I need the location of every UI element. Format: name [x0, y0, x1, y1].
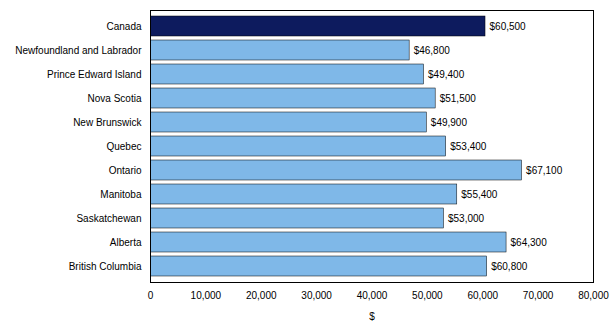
- svg-text:Quebec: Quebec: [106, 141, 141, 152]
- svg-text:$60,500: $60,500: [490, 21, 527, 32]
- svg-text:Ontario: Ontario: [109, 165, 142, 176]
- svg-text:$67,100: $67,100: [526, 165, 563, 176]
- svg-text:Prince Edward Island: Prince Edward Island: [47, 69, 142, 80]
- svg-text:$49,400: $49,400: [428, 69, 465, 80]
- svg-text:$46,800: $46,800: [414, 45, 451, 56]
- svg-text:$55,400: $55,400: [461, 189, 498, 200]
- svg-text:Manitoba: Manitoba: [100, 189, 142, 200]
- svg-text:10,000: 10,000: [191, 290, 222, 301]
- svg-text:Nova Scotia: Nova Scotia: [88, 93, 142, 104]
- svg-text:$53,400: $53,400: [450, 141, 487, 152]
- svg-text:$51,500: $51,500: [440, 93, 477, 104]
- svg-text:$49,900: $49,900: [431, 117, 468, 128]
- svg-text:Saskatchewan: Saskatchewan: [76, 213, 141, 224]
- svg-text:80,000: 80,000: [578, 290, 609, 301]
- svg-text:60,000: 60,000: [467, 290, 498, 301]
- svg-text:Canada: Canada: [106, 21, 141, 32]
- svg-text:20,000: 20,000: [246, 290, 277, 301]
- svg-text:British Columbia: British Columbia: [69, 261, 142, 272]
- svg-text:30,000: 30,000: [301, 290, 332, 301]
- svg-text:0: 0: [148, 290, 154, 301]
- svg-text:$60,800: $60,800: [491, 261, 528, 272]
- svg-text:$53,000: $53,000: [448, 213, 485, 224]
- svg-text:Alberta: Alberta: [110, 237, 142, 248]
- svg-text:$64,300: $64,300: [511, 237, 548, 248]
- svg-text:$: $: [369, 311, 375, 322]
- svg-text:50,000: 50,000: [412, 290, 443, 301]
- svg-text:New Brunswick: New Brunswick: [73, 117, 142, 128]
- svg-text:70,000: 70,000: [523, 290, 554, 301]
- svg-text:Newfoundland and Labrador: Newfoundland and Labrador: [15, 45, 142, 56]
- svg-text:40,000: 40,000: [357, 290, 388, 301]
